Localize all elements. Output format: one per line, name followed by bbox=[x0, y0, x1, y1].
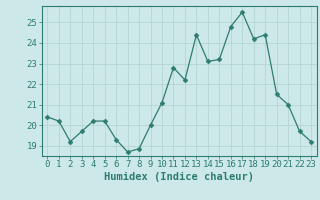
X-axis label: Humidex (Indice chaleur): Humidex (Indice chaleur) bbox=[104, 172, 254, 182]
